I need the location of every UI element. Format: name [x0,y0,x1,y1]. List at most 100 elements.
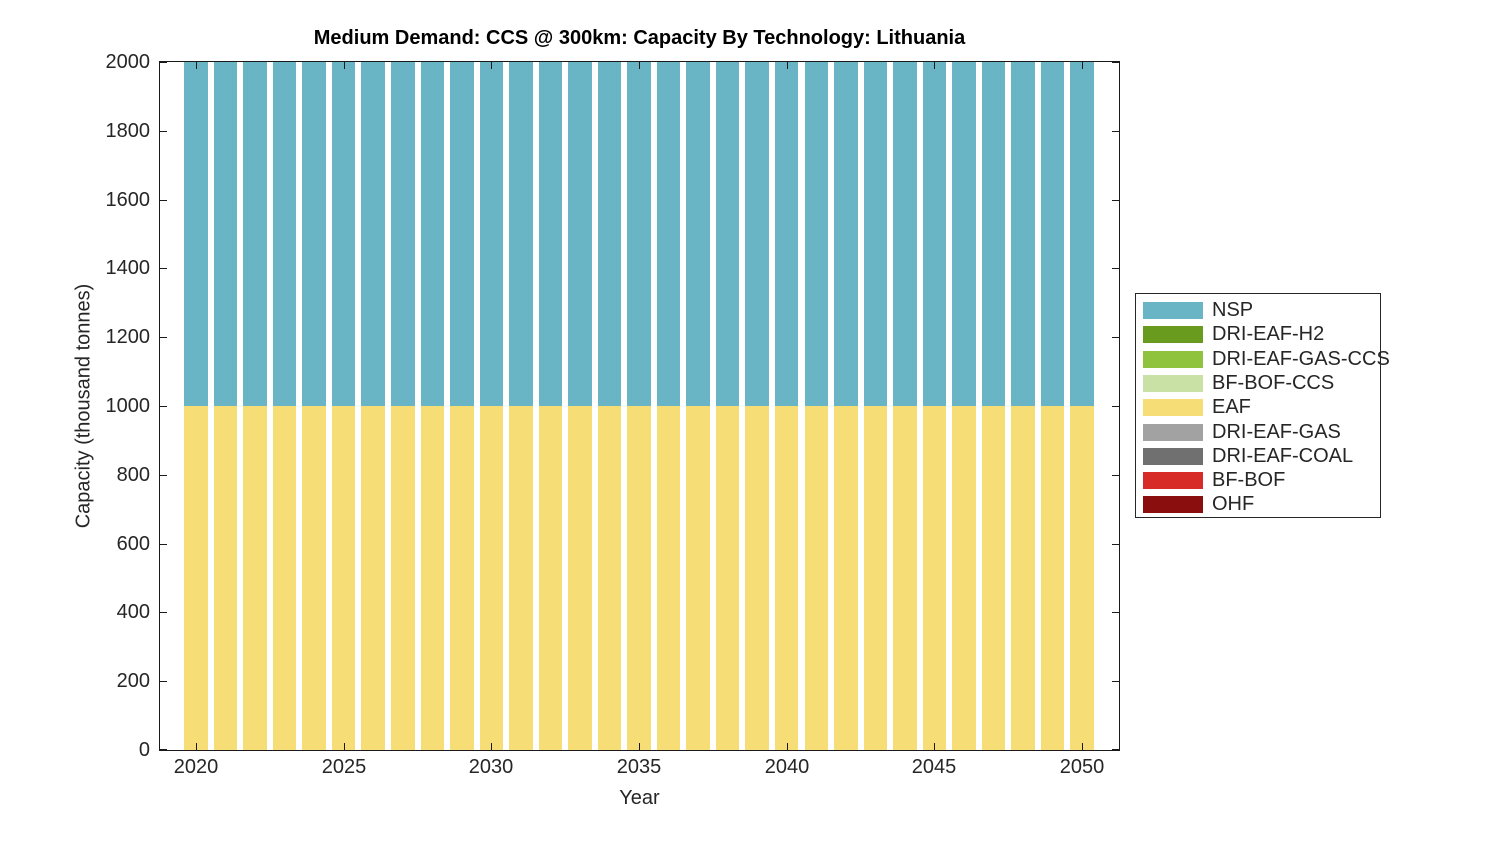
legend: NSP DRI-EAF-H2 DRI-EAF-GAS-CCS BF-BOF-CCS EA… [1135,293,1390,518]
bar-segment-EAF-2035 [627,406,651,750]
bar-segment-EAF-2047 [981,406,1006,750]
x-tick-label-2025: 2025 [321,756,367,778]
bar-segment-NSP-2024 [302,62,326,406]
x-tick-label-2020: 2020 [173,756,219,778]
y-tick-label-800: 800 [116,464,150,486]
y-tick-label-1000: 1000 [105,395,151,417]
legend-label-NSP: NSP [1212,299,1254,321]
bar-segment-NSP-2040 [774,62,799,406]
bar-segment-NSP-2045 [922,62,947,406]
y-tick-label-0: 0 [138,739,150,761]
bar-segment-NSP-2050 [1070,62,1094,406]
ticks-layer [160,62,1119,750]
bar-segment-EAF-2029 [450,406,474,750]
legend-label-EAF: EAF [1212,396,1251,419]
bar-segment-EAF-2041 [804,406,829,750]
legend-label-DRI-EAF-COAL: DRI-EAF-COAL [1212,444,1354,467]
bar-segment-NSP-2031 [509,62,533,406]
y-axis-tick-right [1112,62,1119,63]
x-axis-tick-bottom [344,743,345,750]
bar-segment-EAF-2034 [597,406,622,750]
bar-segment-EAF-2028 [420,406,445,750]
bar-segment-EAF-2049 [1040,406,1065,750]
y-axis-tick-right [1112,681,1119,682]
y-axis-tick-right [1112,131,1119,132]
bar-segment-EAF-2021 [213,406,238,750]
bar-segment-NSP-2036 [656,62,681,406]
bar-segment-EAF-2048 [1011,406,1035,750]
legend-label-OHF: OHF [1212,493,1255,516]
y-axis-tick-right [1112,406,1119,407]
y-axis-tick-left [160,544,167,545]
bar-segment-EAF-2027 [391,406,415,750]
bar-segment-NSP-2042 [834,62,858,406]
bar-segment-NSP-2020 [184,62,208,406]
y-axis-tick-right [1112,200,1119,201]
bar-segment-NSP-2029 [450,62,474,406]
x-axis-tick-top [196,62,197,69]
bar-segment-EAF-2026 [361,406,385,750]
y-tick-label-2000: 2000 [105,51,151,73]
legend-swatch-DRI-EAF-COAL [1143,447,1203,465]
y-axis-tick-left [160,406,167,407]
bar-segment-EAF-2022 [243,406,267,750]
x-tick-label-2050: 2050 [1059,756,1105,778]
y-axis-tick-left [160,200,167,201]
y-tick-label-1400: 1400 [105,257,151,279]
x-axis-tick-bottom [1082,743,1083,750]
legend-label-BF-BOF-CCS: BF-BOF-CCS [1212,371,1335,394]
y-axis-tick-right [1112,475,1119,476]
bar-segment-NSP-2041 [804,62,829,406]
plot-area [159,61,1120,751]
bar-segment-EAF-2025 [331,406,356,750]
bar-segment-NSP-2037 [686,62,710,406]
x-axis-tick-top [787,62,788,69]
bar-segment-EAF-2050 [1070,406,1094,750]
bar-segment-NSP-2038 [715,62,740,406]
bar-segment-NSP-2023 [272,62,297,406]
bar-segment-NSP-2021 [213,62,238,406]
y-axis-tick-right [1112,749,1119,750]
bar-segment-EAF-2032 [538,406,563,750]
bar-segment-EAF-2037 [686,406,710,750]
legend-label-DRI-EAF-GAS: DRI-EAF-GAS [1212,420,1341,443]
bar-segment-NSP-2026 [361,62,385,406]
y-axis-tick-left [160,131,167,132]
bar-segment-NSP-2027 [391,62,415,406]
bar-segment-EAF-2045 [922,406,947,750]
legend-label-DRI-EAF-H2: DRI-EAF-H2 [1212,323,1325,346]
x-axis-tick-bottom [787,743,788,750]
x-tick-label-2045: 2045 [911,756,957,778]
bar-segment-NSP-2044 [893,62,917,406]
x-axis-tick-top [491,62,492,69]
bar-segment-NSP-2022 [243,62,267,406]
legend-swatch-BF-BOF-CCS [1143,374,1203,392]
x-axis-tick-top [639,62,640,69]
legend-swatch-DRI-EAF-GAS-CCS [1143,350,1203,368]
bar-segment-EAF-2039 [745,406,769,750]
y-axis-tick-left [160,749,167,750]
bar-segment-NSP-2039 [745,62,769,406]
bar-segment-NSP-2048 [1011,62,1035,406]
y-axis-tick-left [160,62,167,63]
bar-segment-EAF-2043 [863,406,888,750]
y-axis-tick-left [160,337,167,338]
legend-swatch-DRI-EAF-H2 [1143,326,1203,344]
y-tick-label-200: 200 [116,670,150,692]
y-axis-tick-left [160,475,167,476]
bar-segment-EAF-2044 [893,406,917,750]
x-tick-label-2040: 2040 [764,756,810,778]
bar-segment-NSP-2032 [538,62,563,406]
y-axis-tick-left [160,612,167,613]
bar-segment-NSP-2025 [331,62,356,406]
y-axis-tick-right [1112,612,1119,613]
y-tick-label-1600: 1600 [105,189,151,211]
bar-segment-EAF-2020 [184,406,208,750]
bar-segment-NSP-2043 [863,62,888,406]
x-axis-tick-top [934,62,935,69]
bar-segment-EAF-2046 [952,406,976,750]
y-tick-label-1200: 1200 [105,326,151,348]
x-axis-label: Year [619,787,660,809]
bar-segment-EAF-2036 [656,406,681,750]
legend-swatch-BF-BOF [1143,472,1203,490]
